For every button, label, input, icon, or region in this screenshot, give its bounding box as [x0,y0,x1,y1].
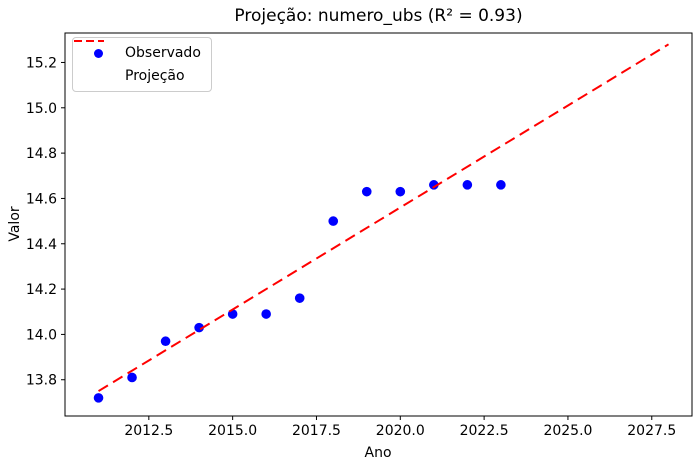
y-tick-label: 14.2 [26,282,57,298]
observed-data-point [395,186,406,197]
legend-label-observado: Observado [125,45,201,61]
y-tick-label: 14.8 [26,146,57,162]
observed-data-point [93,393,104,403]
y-tick-label: 15.0 [26,101,57,117]
y-axis-label: Valor [7,206,23,242]
legend-item-projecao: Projeção [74,40,201,85]
legend: Observado Projeção [72,37,212,92]
x-tick-label: 2022.5 [460,423,509,439]
observed-data-point [261,309,271,319]
plot-border [64,32,693,417]
y-tick-label: 14.6 [26,191,57,207]
chart-title: Projeção: numero_ubs (R² = 0.93) [234,6,523,26]
y-tick-label: 14.4 [26,237,57,253]
observed-data-point [496,180,506,190]
projecao-dashed-line-icon [74,40,104,42]
x-tick-label: 2027.5 [627,423,676,439]
observed-data-point [160,336,171,347]
x-tick-label: 2012.5 [124,423,173,439]
x-tick-label: 2017.5 [292,423,341,439]
y-tick-label: 15.2 [26,55,57,71]
observed-data-point [294,293,305,303]
x-tick-label: 2020.0 [376,423,425,439]
observado-dot-icon [93,48,103,58]
y-tick-label: 13.8 [26,373,57,389]
observed-data-point [328,216,339,226]
y-tick-label: 14.0 [26,327,57,343]
observed-data-point [429,180,439,190]
legend-item-observado: Observado [81,44,201,62]
observed-data-point [194,322,204,333]
projection-line [98,43,670,392]
x-tick-label: 2025.0 [543,423,592,439]
x-tick-label: 2015.0 [208,423,257,439]
x-axis-label: Ano [364,445,392,461]
observed-data-point [361,186,372,197]
legend-label-projecao: Projeção [125,68,185,84]
observed-data-point [462,180,473,190]
observed-data-point [127,372,137,383]
legend-marker-area [81,48,115,58]
